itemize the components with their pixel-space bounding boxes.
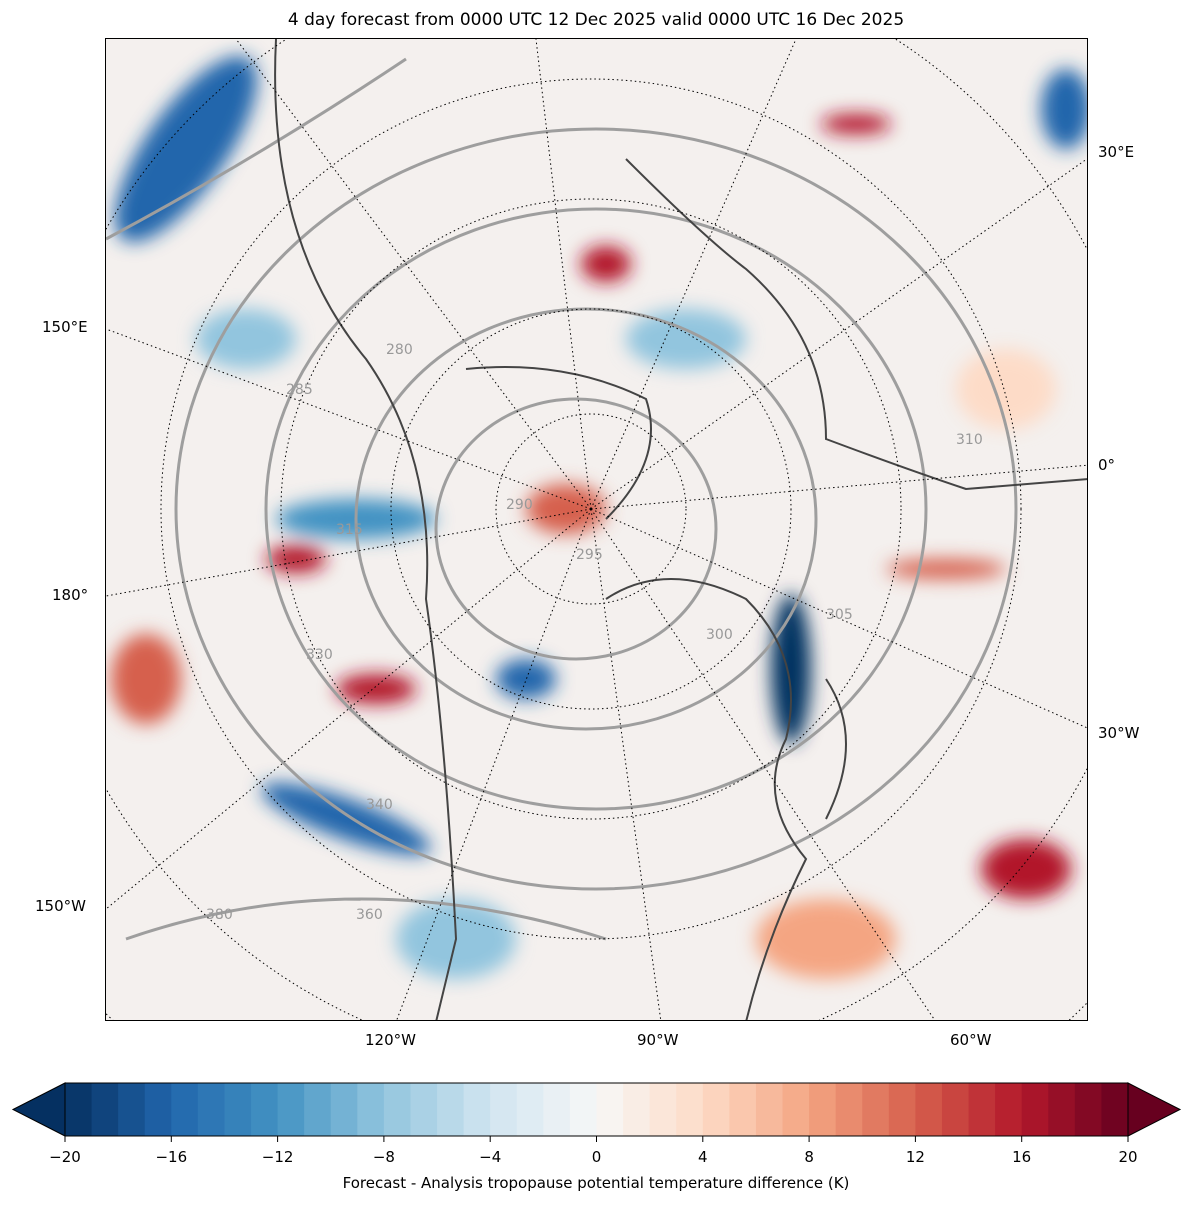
colorbar-bin <box>596 1083 624 1136</box>
colorbar-tick-label: −4 <box>479 1148 502 1166</box>
contour-label: 300 <box>706 627 733 643</box>
lon-label: 60°W <box>950 1031 992 1049</box>
colorbar-bin <box>65 1083 93 1136</box>
colorbar-bin <box>915 1083 943 1136</box>
colorbar-tick-label: 8 <box>804 1148 814 1166</box>
contour-label: 285 <box>286 382 313 398</box>
colorbar-bin <box>1048 1083 1076 1136</box>
colorbar-bin <box>304 1083 332 1136</box>
colorbar-bin <box>968 1083 996 1136</box>
colorbar-bin <box>516 1083 544 1136</box>
contour-labels: 280 285 290 295 300 305 310 315 330 340 360 380 <box>206 342 983 923</box>
colorbar-bin <box>171 1083 199 1136</box>
colorbar-tick-label: 12 <box>905 1148 925 1166</box>
colorbar-bin <box>1101 1083 1129 1136</box>
contour-label: 360 <box>356 907 383 923</box>
colorbar-bin <box>623 1083 651 1136</box>
lon-label: 150°W <box>35 897 86 915</box>
lon-label: 30°E <box>1098 143 1135 161</box>
contour-label: 290 <box>506 497 533 513</box>
colorbar-bin <box>383 1083 411 1136</box>
colorbar-tick-label: 16 <box>1012 1148 1032 1166</box>
colorbar-bin <box>410 1083 438 1136</box>
colorbar-tick-label: −12 <box>261 1148 294 1166</box>
colorbar-bin <box>330 1083 358 1136</box>
colorbar-bin <box>437 1083 465 1136</box>
colorbar-bin <box>755 1083 784 1136</box>
colorbar-tick-label: 0 <box>591 1148 602 1166</box>
colorbar-bin <box>490 1083 518 1136</box>
colorbar-bin <box>676 1083 704 1136</box>
colorbar-bin <box>144 1083 172 1136</box>
colorbar-bin <box>729 1083 757 1136</box>
contour-label: 295 <box>576 547 603 563</box>
lon-label: 120°W <box>365 1031 416 1049</box>
coastlines <box>274 39 1087 1020</box>
colorbar-bin <box>995 1083 1023 1136</box>
colorbar-bin <box>1021 1083 1049 1136</box>
colorbar-bin <box>357 1083 385 1136</box>
colorbar-tick-label: 4 <box>698 1148 708 1166</box>
colorbar-tick-label: −8 <box>372 1148 395 1166</box>
contour-label: 310 <box>956 432 983 448</box>
plot-title: 4 day forecast from 0000 UTC 12 Dec 2025… <box>287 10 905 30</box>
colorbar-extend-min <box>11 1082 66 1137</box>
contour-label: 315 <box>336 522 363 538</box>
colorbar-bin <box>543 1083 571 1136</box>
lon-label: 0° <box>1098 456 1116 474</box>
colorbar-bin <box>1074 1083 1102 1136</box>
colorbar-bin <box>862 1083 890 1136</box>
colorbar-bin <box>118 1083 146 1136</box>
contour-label: 280 <box>386 342 413 358</box>
lon-label: 30°W <box>1098 724 1140 742</box>
colorbar-bin <box>91 1083 119 1136</box>
lon-label: 90°W <box>637 1031 679 1049</box>
colorbar-label: Forecast - Analysis tropopause potential… <box>342 1174 850 1192</box>
lon-label: 150°E <box>42 318 88 336</box>
colorbar-bin <box>809 1083 837 1136</box>
contour-label: 330 <box>306 647 333 663</box>
contour-label: 380 <box>206 907 233 923</box>
colorbar-bin <box>941 1083 970 1136</box>
colorbar-bin <box>649 1083 677 1136</box>
colorbar-bin <box>277 1083 305 1136</box>
colorbar-tick-label: −16 <box>155 1148 188 1166</box>
colorbar-bin <box>463 1083 491 1136</box>
map-panel: 280 285 290 295 300 305 310 315 330 340 360 380 <box>105 38 1088 1021</box>
contour-label: 340 <box>366 797 393 813</box>
temperature-difference-field <box>111 56 1087 979</box>
map-field: 280 285 290 295 300 305 310 315 330 340 360 380 <box>106 39 1087 1020</box>
colorbar-extend-max <box>1127 1082 1182 1137</box>
colorbar-bin <box>888 1083 916 1136</box>
colorbar-bin <box>782 1083 810 1136</box>
colorbar-tick-label: −20 <box>49 1148 81 1166</box>
graticule <box>106 39 1087 1020</box>
colorbar-bin <box>835 1083 863 1136</box>
contour-label: 305 <box>826 607 853 623</box>
colorbar-bin <box>251 1083 279 1136</box>
colorbar <box>11 1082 1182 1142</box>
colorbar-bin <box>224 1083 252 1136</box>
colorbar-bin <box>197 1083 225 1136</box>
colorbar-bin <box>569 1083 597 1136</box>
lon-label: 180° <box>52 586 89 604</box>
colorbar-tick-label: 20 <box>1118 1148 1138 1166</box>
colorbar-bin <box>702 1083 730 1136</box>
